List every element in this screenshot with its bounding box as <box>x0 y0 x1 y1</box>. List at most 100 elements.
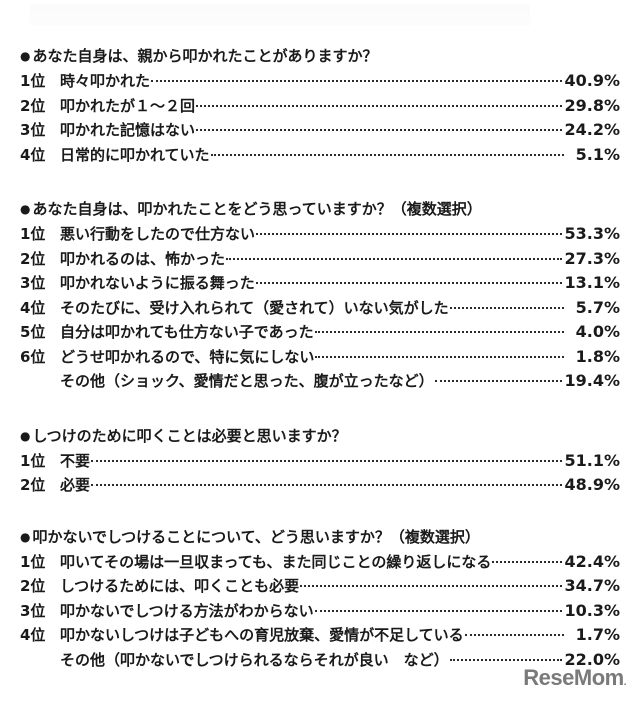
result-row: 4位 日常的に叩かれていた 5.1% <box>20 143 620 168</box>
logo-dot: . <box>623 677 627 688</box>
dot-leader <box>464 634 564 636</box>
result-row: 1位 叩いてその場は一旦収まっても、また同じことの繰り返しになる 42.4% <box>20 550 620 575</box>
answer-label: 叩いてその場は一旦収まっても、また同じことの繰り返しになる <box>60 552 492 571</box>
rank: 3位 <box>20 601 46 620</box>
result-row: 5位 自分は叩かれても仕方ない子であった 4.0% <box>20 320 620 345</box>
rank: 1位 <box>20 552 46 571</box>
answer-label: 叩かないしつけは子どもへの育児放棄、愛情が不足している <box>60 626 464 644</box>
percentage: 27.3% <box>564 248 620 268</box>
dot-leader <box>434 380 563 382</box>
logo-text: ReseMom <box>523 665 624 690</box>
question-text: 叩かないでしつけることについて、どう思いますか？（複数選択） <box>32 527 480 546</box>
bullet-icon: ● <box>20 428 31 443</box>
dot-leader <box>315 355 564 358</box>
question-heading: ● 叩かないでしつけることについて、どう思いますか？（複数選択） <box>20 525 620 550</box>
rank: 3位 <box>20 274 46 292</box>
question-heading: ● あなた自身は、親から叩かれたことがありますか？ <box>20 44 620 69</box>
rank: 2位 <box>20 249 46 268</box>
answer-label: その他（ショック、愛情だと思った、腹が立ったなど） <box>60 372 434 390</box>
rank: 3位 <box>20 121 46 139</box>
rank: 4位 <box>20 145 46 164</box>
answer-label: 叩かれた記憶はない <box>60 121 196 139</box>
answer-label: 不要 <box>60 451 91 470</box>
result-row: 3位 叩かないでしつける方法がわからない 10.3% <box>20 599 620 624</box>
result-row: 2位 必要 48.9% <box>20 473 620 498</box>
result-row: 1位 悪い行動をしたので仕方ない 53.3% <box>20 222 620 247</box>
dot-leader <box>449 306 564 309</box>
percentage: 10.3% <box>564 600 620 620</box>
dot-leader <box>300 585 563 587</box>
percentage: 42.4% <box>564 551 620 571</box>
question-heading: ● しつけのために叩くことは必要と思いますか？ <box>20 424 620 449</box>
answer-label: その他（叩かないでしつけられるならそれが良い など） <box>60 650 449 669</box>
answer-label: 時々叩かれた <box>60 72 151 90</box>
percentage: 34.7% <box>564 576 620 595</box>
result-row: 1位 時々叩かれた 40.9% <box>20 69 620 94</box>
bullet-icon: ● <box>20 49 31 63</box>
percentage: 29.8% <box>564 95 620 115</box>
bullet-icon: ● <box>20 202 31 216</box>
percentage: 5.1% <box>575 144 620 164</box>
answer-label: 日常的に叩かれていた <box>60 145 210 164</box>
rank: 4位 <box>20 626 46 644</box>
answer-label: 叩かれないように振る舞った <box>60 274 255 292</box>
dot-leader <box>91 459 563 462</box>
faded-header-band <box>30 4 530 26</box>
dot-leader <box>226 257 563 260</box>
dot-leader <box>151 80 563 82</box>
rank: 2位 <box>20 96 46 115</box>
percentage: 51.1% <box>564 450 620 470</box>
rank: 5位 <box>20 323 46 341</box>
dot-leader <box>449 658 563 661</box>
percentage: 48.9% <box>564 475 620 494</box>
dot-leader <box>210 153 564 156</box>
rank: 1位 <box>20 225 46 243</box>
percentage: 5.7% <box>575 297 620 317</box>
result-row: 4位 叩かないしつけは子どもへの育児放棄、愛情が不足している 1.7% <box>20 623 620 648</box>
bullet-icon: ● <box>20 529 31 544</box>
result-row-other: その他（ショック、愛情だと思った、腹が立ったなど） 19.4% <box>20 369 620 394</box>
result-row: 2位 叩かれるのは、怖かった 27.3% <box>20 247 620 272</box>
answer-label: そのたびに、受け入れられて（愛されて）いない気がした <box>60 298 449 317</box>
rank: 2位 <box>20 476 46 494</box>
answer-label: 叩かないでしつける方法がわからない <box>60 601 314 620</box>
dot-leader <box>492 560 563 563</box>
section-parent-hit: ● あなた自身は、親から叩かれたことがありますか？ 1位 時々叩かれた 40.9%… <box>20 44 620 167</box>
percentage: 19.4% <box>564 371 620 390</box>
answer-label: 必要 <box>60 476 91 494</box>
dot-leader <box>314 331 564 333</box>
result-row: 4位 そのたびに、受け入れられて（愛されて）いない気がした 5.7% <box>20 296 620 321</box>
result-row: 6位 どうせ叩かれるので、特に気にしない 1.8% <box>20 345 620 370</box>
answer-label: どうせ叩かれるので、特に気にしない <box>60 347 315 366</box>
question-heading: ● あなた自身は、叩かれたことをどう思っていますか？（複数選択） <box>20 197 620 222</box>
answer-label: 叩かれるのは、怖かった <box>60 249 226 268</box>
section-hitting-necessary: ● しつけのために叩くことは必要と思いますか？ 1位 不要 51.1% 2位 必要… <box>20 424 620 498</box>
result-row: 3位 叩かれないように振る舞った 13.1% <box>20 271 620 296</box>
dot-leader <box>196 104 563 107</box>
percentage: 24.2% <box>564 120 620 139</box>
rank: 1位 <box>20 72 46 90</box>
rank: 6位 <box>20 347 46 366</box>
percentage: 4.0% <box>575 322 620 341</box>
resemom-logo: ReseMom. <box>523 665 626 691</box>
rank: 2位 <box>20 577 46 595</box>
dot-leader <box>91 484 563 486</box>
question-text: しつけのために叩くことは必要と思いますか？ <box>32 426 347 445</box>
dot-leader <box>256 233 563 235</box>
section-discipline-without-hitting: ● 叩かないでしつけることについて、どう思いますか？（複数選択） 1位 叩いてその… <box>20 525 620 673</box>
dot-leader <box>196 129 563 131</box>
question-text: あなた自身は、親から叩かれたことがありますか？ <box>32 47 378 65</box>
question-text: あなた自身は、叩かれたことをどう思っていますか？（複数選択） <box>32 200 482 218</box>
percentage: 40.9% <box>564 71 620 90</box>
percentage: 13.1% <box>564 273 620 292</box>
section-feelings-about-hitting: ● あなた自身は、叩かれたことをどう思っていますか？（複数選択） 1位 悪い行動を… <box>20 197 620 394</box>
answer-label: 叩かれたが１～２回 <box>60 96 196 115</box>
percentage: 1.7% <box>575 625 620 644</box>
dot-leader <box>255 282 563 284</box>
result-row: 2位 しつけるためには、叩くことも必要 34.7% <box>20 574 620 599</box>
percentage: 1.8% <box>575 346 620 366</box>
rank: 4位 <box>20 298 46 317</box>
result-row: 3位 叩かれた記憶はない 24.2% <box>20 118 620 143</box>
result-row: 2位 叩かれたが１～２回 29.8% <box>20 94 620 119</box>
result-row: 1位 不要 51.1% <box>20 449 620 474</box>
